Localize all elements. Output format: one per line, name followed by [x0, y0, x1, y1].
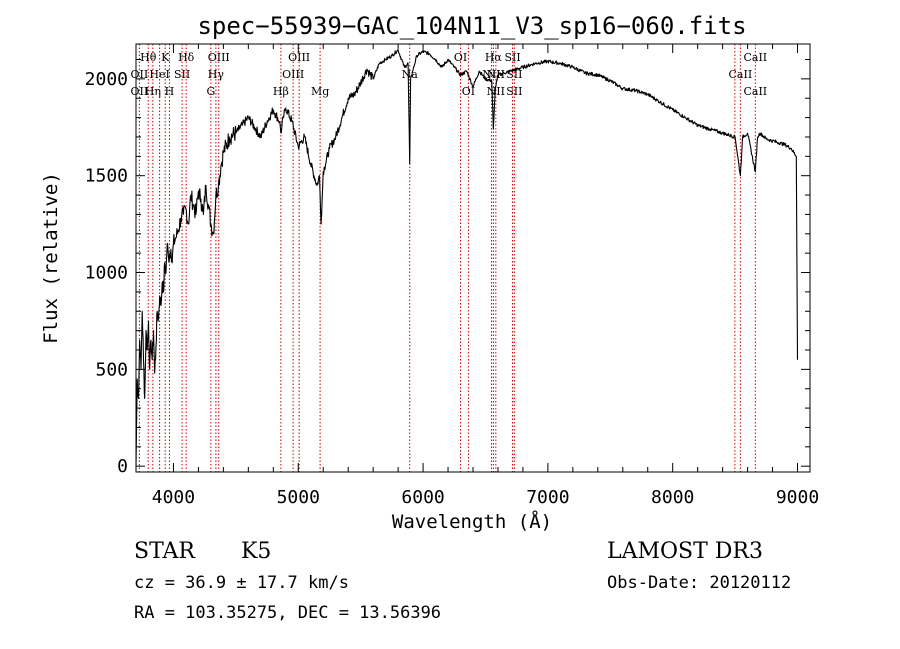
line-label: NII [487, 85, 505, 98]
line-label: NII [482, 68, 500, 81]
line-label: OI [454, 51, 467, 64]
spectrum-series-line [135, 49, 799, 467]
line-label: Na [402, 68, 419, 81]
y-tick-label: 2000 [85, 69, 128, 90]
redshift-text: cz = 36.9 ± 17.7 km/s [134, 573, 349, 593]
line-label: Hα [485, 51, 503, 64]
line-label: Hδ [178, 51, 195, 64]
line-label: Hη [145, 85, 161, 98]
x-tick-label: 6000 [401, 487, 444, 508]
emission-line-markers [138, 44, 756, 472]
line-label: SII [506, 85, 522, 98]
y-axis: 0 500 1000 1500 2000 [85, 58, 810, 477]
spectral-subclass: K5 [241, 539, 272, 564]
x-tick-label: 5000 [277, 487, 320, 508]
chart-title: spec−55939−GAC_104N11_V3_sp16−060.fits [197, 12, 746, 40]
line-label: CaII [729, 68, 753, 81]
line-label: SII [504, 51, 520, 64]
line-label: SII [174, 68, 190, 81]
line-label: G [206, 85, 215, 98]
line-label: Hβ [273, 85, 289, 98]
line-label: HeI [149, 68, 169, 81]
line-label: CaII [743, 85, 767, 98]
line-label: Hθ [140, 51, 157, 64]
x-axis-label: Wavelength (Å) [392, 510, 552, 533]
plot-frame [135, 43, 811, 473]
line-label: OII [131, 85, 149, 98]
line-label: Hγ [208, 68, 225, 81]
obs-date: Obs-Date: 20120112 [607, 573, 792, 593]
line-label: K [161, 51, 170, 64]
line-label: OII [131, 68, 149, 81]
y-tick-label: 1000 [85, 263, 128, 284]
line-label: OIII [208, 51, 230, 64]
x-axis: 4000 5000 6000 7000 8000 9000 [152, 44, 819, 508]
line-label: CaII [743, 51, 767, 64]
y-tick-label: 0 [117, 456, 128, 477]
y-tick-label: 1500 [85, 166, 128, 187]
x-tick-label: 8000 [651, 487, 694, 508]
x-tick-label: 7000 [526, 487, 569, 508]
line-label: OIII [282, 68, 304, 81]
y-axis-label: Flux (relative) [40, 172, 62, 344]
line-label: OI [462, 85, 475, 98]
y-tick-label: 500 [95, 359, 128, 380]
x-tick-label: 4000 [152, 487, 195, 508]
line-label: Mg [311, 85, 329, 98]
x-tick-label: 9000 [776, 487, 819, 508]
line-label: NII [487, 68, 505, 81]
coordinates: RA = 103.35275, DEC = 13.56396 [134, 603, 442, 623]
line-label: H [165, 85, 175, 98]
object-class: STAR [134, 539, 195, 564]
line-label: OIII [288, 51, 310, 64]
survey-name: LAMOST DR3 [607, 539, 763, 564]
